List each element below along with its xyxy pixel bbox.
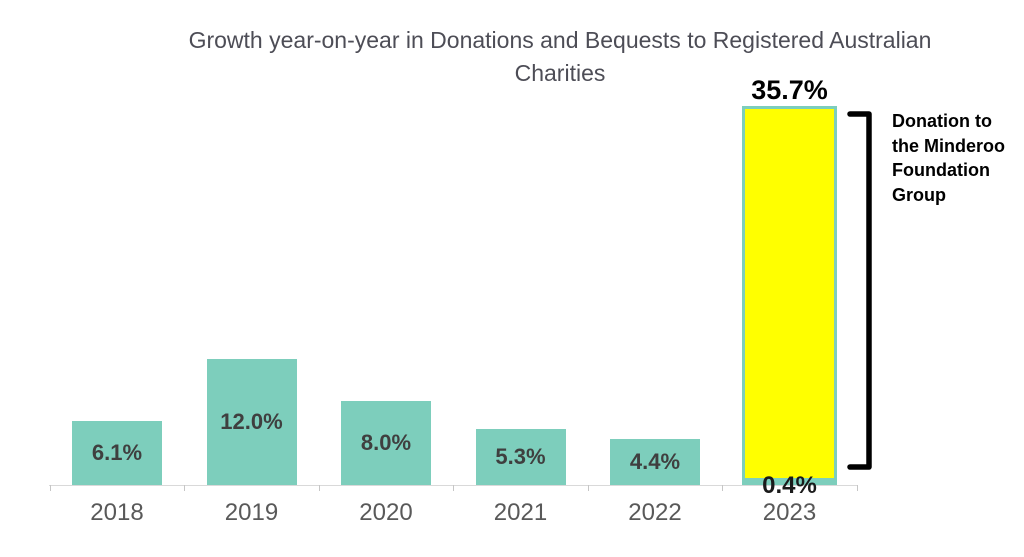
x-axis-tick-1 (184, 485, 186, 491)
x-tick-label-2021: 2021 (493, 499, 548, 526)
bar-value-label-2019: 12.0% (220, 409, 283, 434)
bracket-icon (847, 111, 872, 470)
bar-2023 (742, 481, 837, 485)
chart-title: Growth year-on-year in Donations and Beq… (188, 27, 932, 86)
x-axis-tick-3 (453, 485, 455, 491)
x-axis-tick-2 (318, 485, 320, 491)
bar-value-label-2020: 8.0% (360, 430, 412, 455)
x-tick-label-2023: 2023 (762, 499, 817, 526)
highlight-value-label-2023: 35.7% (751, 75, 828, 105)
bar-value-label-2023: 0.4% (762, 472, 817, 499)
x-tick-label-2022: 2022 (628, 499, 682, 526)
x-axis-tick-5 (722, 485, 724, 491)
bar-2021 (475, 429, 566, 485)
x-axis-line (49, 485, 857, 486)
bar-2022 (610, 439, 700, 485)
x-axis-tick-4 (587, 485, 589, 491)
x-tick-label-2019: 2019 (224, 499, 279, 526)
bar-value-label-2022: 4.4% (629, 449, 681, 474)
x-tick-label-2018: 2018 (90, 499, 144, 526)
annotation-text: Donation to the Minderoo Foundation Grou… (892, 111, 1005, 205)
bar-value-label-2021: 5.3% (495, 444, 546, 469)
bar-2018 (72, 421, 162, 485)
x-axis-tick-0 (49, 485, 51, 491)
bar-value-label-2018: 6.1% (91, 440, 143, 465)
bar-2019 (206, 359, 297, 485)
highlight-bar-2023 (742, 106, 837, 481)
x-tick-label-2020: 2020 (359, 499, 413, 526)
x-axis-tick-6 (856, 485, 858, 491)
bar-2020 (341, 401, 431, 485)
